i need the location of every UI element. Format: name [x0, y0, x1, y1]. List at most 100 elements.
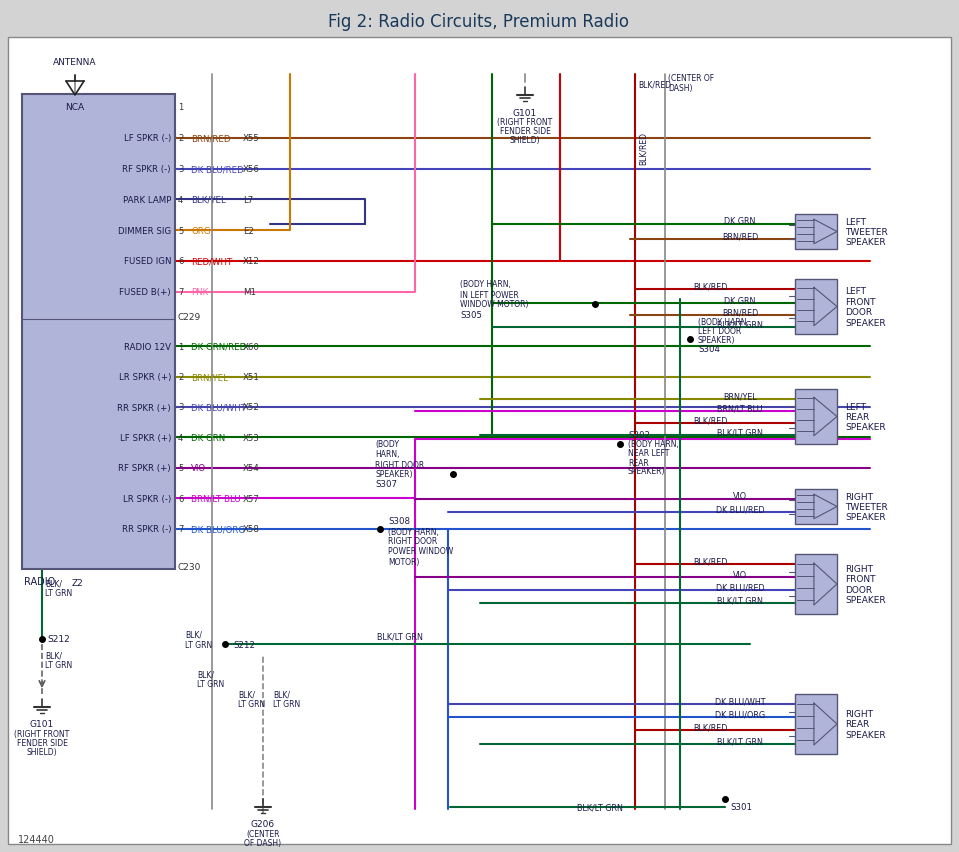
Text: X53: X53	[243, 434, 260, 442]
Bar	[0, 0, 959, 38]
Text: LT GRN: LT GRN	[273, 699, 300, 709]
Text: BLK/LT GRN: BLK/LT GRN	[717, 596, 763, 605]
Text: REAR: REAR	[628, 458, 648, 467]
Text: C229: C229	[178, 314, 201, 322]
Text: RIGHT
FRONT
DOOR
SPEAKER: RIGHT FRONT DOOR SPEAKER	[845, 564, 885, 604]
Text: 124440: 124440	[18, 834, 55, 844]
Text: HARN,: HARN,	[375, 450, 400, 459]
Text: LEFT
FRONT
DOOR
SPEAKER: LEFT FRONT DOOR SPEAKER	[845, 287, 885, 327]
Text: BRN/RED: BRN/RED	[191, 134, 230, 143]
Text: DK BLU/ORG: DK BLU/ORG	[715, 710, 765, 718]
Text: NEAR LEFT: NEAR LEFT	[628, 449, 669, 458]
Text: OF DASH): OF DASH)	[245, 838, 282, 848]
Text: ANTENNA: ANTENNA	[54, 57, 97, 66]
Text: PNK: PNK	[191, 288, 208, 296]
Text: 2: 2	[178, 134, 183, 143]
Text: BRN/LT BLU: BRN/LT BLU	[191, 494, 241, 504]
Text: (BODY HARN,: (BODY HARN,	[628, 440, 679, 449]
Text: (BODY: (BODY	[375, 440, 399, 449]
Text: DK GRN: DK GRN	[724, 217, 756, 227]
Text: MOTOR): MOTOR)	[388, 557, 419, 566]
Text: RADIO: RADIO	[24, 576, 56, 586]
Text: 4: 4	[178, 196, 183, 204]
Text: RIGHT
REAR
SPEAKER: RIGHT REAR SPEAKER	[845, 709, 885, 739]
Text: BLK/RED: BLK/RED	[692, 282, 727, 291]
Text: BLK/YEL: BLK/YEL	[191, 196, 225, 204]
Text: L7: L7	[243, 196, 253, 204]
Text: VIO: VIO	[733, 492, 747, 501]
Text: 5: 5	[178, 227, 183, 235]
Text: LR SPKR (+): LR SPKR (+)	[119, 372, 171, 382]
Text: 7: 7	[178, 288, 183, 296]
Text: RED/WHT: RED/WHT	[191, 257, 232, 266]
Text: RR SPKR (+): RR SPKR (+)	[117, 403, 171, 412]
Text: DK BLU/WHT: DK BLU/WHT	[191, 403, 246, 412]
Text: VIO: VIO	[733, 570, 747, 579]
Text: 3: 3	[178, 403, 183, 412]
Text: LF SPKR (-): LF SPKR (-)	[124, 134, 171, 143]
Text: X51: X51	[243, 372, 260, 382]
Text: FENDER SIDE: FENDER SIDE	[500, 127, 550, 136]
Text: SHIELD): SHIELD)	[509, 136, 540, 146]
Text: RIGHT DOOR: RIGHT DOOR	[388, 537, 437, 546]
Text: WINDOW MOTOR): WINDOW MOTOR)	[460, 300, 528, 309]
Bar	[795, 555, 837, 614]
Text: ORG: ORG	[191, 227, 210, 235]
Text: LT GRN: LT GRN	[238, 699, 266, 709]
Text: RR SPKR (-): RR SPKR (-)	[122, 525, 171, 533]
Text: DK BLU/RED: DK BLU/RED	[715, 505, 764, 514]
Text: X56: X56	[243, 164, 260, 174]
Text: POWER WINDOW: POWER WINDOW	[388, 547, 454, 556]
Bar	[795, 489, 837, 524]
Text: BRN/YEL: BRN/YEL	[723, 392, 757, 401]
Text: LEFT DOOR: LEFT DOOR	[698, 326, 741, 335]
Text: 3: 3	[178, 164, 183, 174]
Text: M1: M1	[243, 288, 256, 296]
Text: SPEAKER): SPEAKER)	[375, 470, 412, 479]
Bar	[795, 694, 837, 754]
Text: BLK/: BLK/	[273, 689, 290, 699]
Text: BLK/: BLK/	[185, 630, 202, 639]
Text: DK BLU/WHT: DK BLU/WHT	[714, 697, 765, 705]
Text: DIMMER SIG: DIMMER SIG	[118, 227, 171, 235]
Text: LF SPKR (+): LF SPKR (+)	[120, 434, 171, 442]
Text: BLK/LT GRN: BLK/LT GRN	[577, 803, 623, 812]
Text: BLK/: BLK/	[238, 689, 255, 699]
Text: FUSED IGN: FUSED IGN	[124, 257, 171, 266]
Text: 1: 1	[178, 343, 183, 351]
Text: X55: X55	[243, 134, 260, 143]
Text: 1: 1	[178, 103, 183, 112]
Text: X58: X58	[243, 525, 260, 533]
Text: RIGHT DOOR: RIGHT DOOR	[375, 460, 424, 469]
Text: E2: E2	[243, 227, 254, 235]
Text: PARK LAMP: PARK LAMP	[123, 196, 171, 204]
Bar	[795, 215, 837, 250]
Text: BLK/LT GRN: BLK/LT GRN	[717, 320, 763, 329]
Bar	[22, 95, 175, 569]
Text: NCA: NCA	[65, 103, 84, 112]
Bar	[795, 279, 837, 335]
Text: LEFT
REAR
SPEAKER: LEFT REAR SPEAKER	[845, 402, 885, 432]
Text: LT GRN: LT GRN	[185, 640, 212, 648]
Text: LT GRN: LT GRN	[197, 680, 224, 688]
Text: (BODY HARN,: (BODY HARN,	[698, 317, 749, 326]
Text: S305: S305	[460, 310, 482, 320]
Text: 4: 4	[178, 434, 183, 442]
Text: DK BLU/ORG: DK BLU/ORG	[191, 525, 246, 533]
Text: BLK/LT GRN: BLK/LT GRN	[717, 737, 763, 746]
Text: (CENTER: (CENTER	[246, 830, 280, 838]
Text: S212: S212	[233, 640, 255, 648]
Text: BLK/LT GRN: BLK/LT GRN	[377, 632, 423, 641]
Text: Fig 2: Radio Circuits, Premium Radio: Fig 2: Radio Circuits, Premium Radio	[329, 13, 629, 31]
Text: BLK/: BLK/	[45, 651, 62, 659]
Text: X52: X52	[243, 403, 260, 412]
Text: C230: C230	[178, 563, 201, 572]
Text: X57: X57	[243, 494, 260, 504]
Text: LT GRN: LT GRN	[45, 589, 72, 598]
Text: BLK/RED: BLK/RED	[638, 80, 671, 89]
Text: (RIGHT FRONT: (RIGHT FRONT	[498, 118, 552, 127]
Text: Z2: Z2	[72, 579, 83, 588]
Text: LR SPKR (-): LR SPKR (-)	[123, 494, 171, 504]
Text: (BODY HARN,: (BODY HARN,	[388, 527, 439, 536]
Text: G101: G101	[513, 108, 537, 118]
